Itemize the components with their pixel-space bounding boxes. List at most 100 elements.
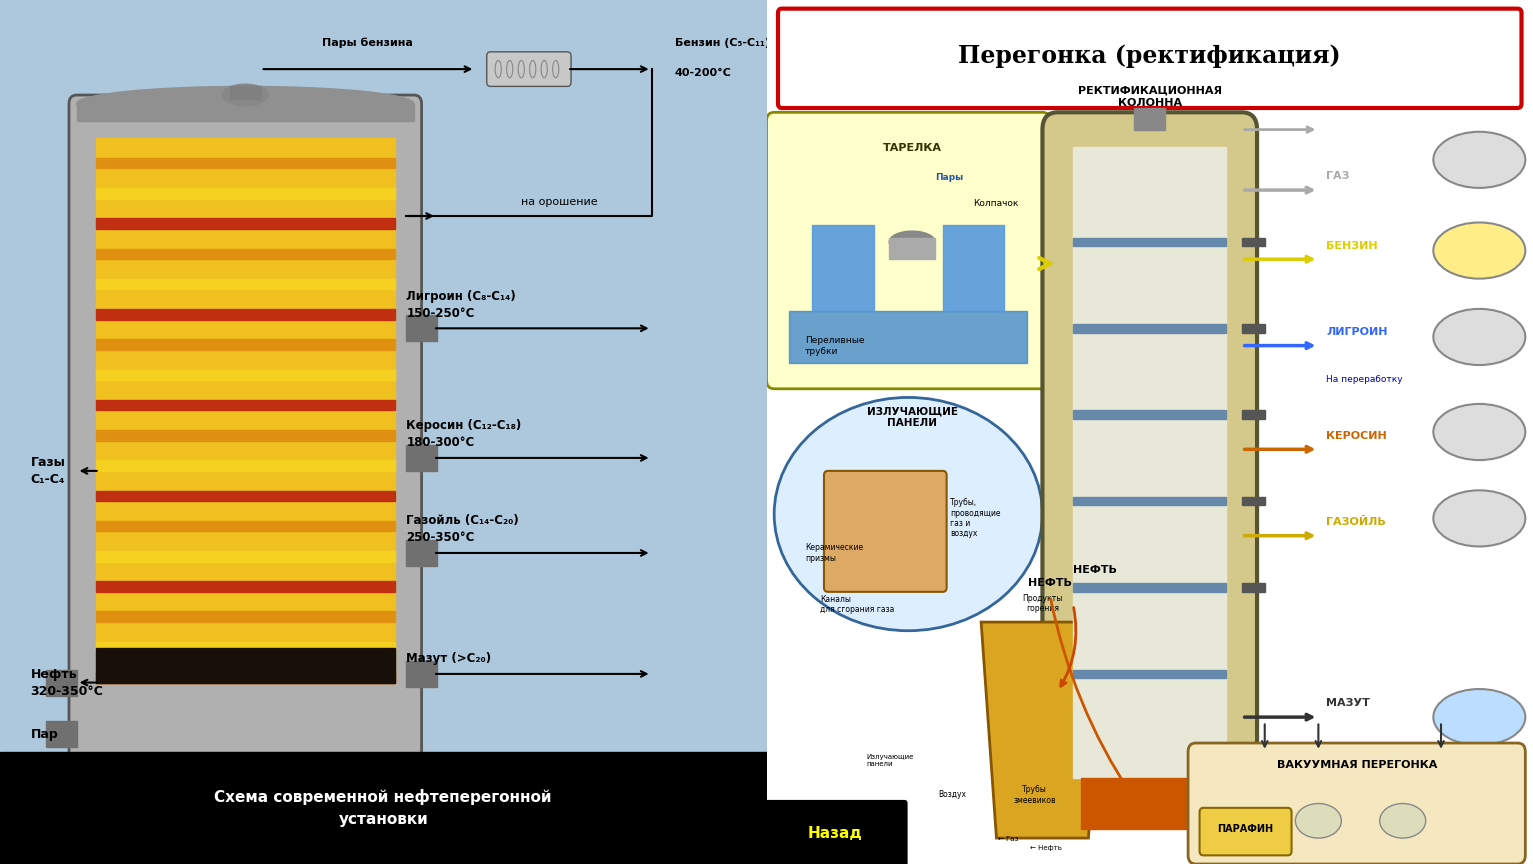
Bar bbox=[95, 400, 396, 410]
Text: Керосин (С₁₂-С₁₈)
180-300°С: Керосин (С₁₂-С₁₈) 180-300°С bbox=[406, 419, 521, 449]
Ellipse shape bbox=[1380, 804, 1426, 838]
Bar bbox=[95, 461, 396, 471]
Bar bbox=[789, 311, 1027, 363]
Text: ← Нефть: ← Нефть bbox=[1030, 845, 1062, 851]
Text: Продукты
горения: Продукты горения bbox=[1023, 594, 1062, 613]
Text: Колпачок: Колпачок bbox=[973, 199, 1019, 207]
Bar bbox=[406, 315, 437, 341]
Ellipse shape bbox=[774, 397, 1042, 631]
Text: ЛИГРОИН: ЛИГРОИН bbox=[1326, 327, 1387, 337]
Bar bbox=[95, 370, 396, 380]
Text: Керамические
призмы: Керамические призмы bbox=[805, 543, 863, 562]
FancyBboxPatch shape bbox=[69, 95, 422, 760]
Bar bbox=[1073, 410, 1226, 419]
Text: Излучающие
панели: Излучающие панели bbox=[866, 753, 914, 767]
Bar bbox=[1073, 670, 1226, 678]
Bar bbox=[1242, 324, 1265, 333]
Ellipse shape bbox=[1433, 689, 1525, 745]
Bar bbox=[1073, 583, 1226, 592]
Text: Пары бензина: Пары бензина bbox=[322, 37, 414, 48]
Text: ИЗЛУЧАЮЩИЕ
ПАНЕЛИ: ИЗЛУЧАЮЩИЕ ПАНЕЛИ bbox=[866, 406, 958, 429]
Bar bbox=[46, 721, 77, 747]
FancyBboxPatch shape bbox=[1199, 808, 1291, 855]
FancyBboxPatch shape bbox=[777, 9, 1521, 108]
Bar bbox=[230, 86, 261, 99]
Bar bbox=[46, 670, 77, 696]
Text: Нефть
320-350°С: Нефть 320-350°С bbox=[31, 668, 104, 697]
Ellipse shape bbox=[1295, 804, 1341, 838]
Ellipse shape bbox=[222, 85, 268, 105]
Text: Трубы
змеевиков: Трубы змеевиков bbox=[1013, 785, 1056, 804]
Bar bbox=[1073, 497, 1226, 505]
Ellipse shape bbox=[1433, 404, 1525, 460]
Ellipse shape bbox=[77, 86, 414, 121]
Bar bbox=[95, 581, 396, 592]
Bar bbox=[1242, 497, 1265, 505]
Bar bbox=[95, 188, 396, 199]
Bar bbox=[1073, 238, 1226, 246]
Bar bbox=[95, 521, 396, 531]
Bar bbox=[95, 279, 396, 289]
Text: Бензин (С₅-С₁₁): Бензин (С₅-С₁₁) bbox=[675, 37, 770, 48]
FancyBboxPatch shape bbox=[766, 112, 1050, 389]
Bar bbox=[889, 238, 935, 259]
Text: Пары: Пары bbox=[935, 173, 963, 181]
Bar bbox=[95, 158, 396, 168]
FancyBboxPatch shape bbox=[1042, 112, 1257, 812]
Ellipse shape bbox=[1433, 309, 1525, 365]
Bar bbox=[95, 219, 396, 229]
Text: Воздух: Воздух bbox=[1119, 791, 1147, 799]
Bar bbox=[1242, 583, 1265, 592]
Text: НЕФТЬ: НЕФТЬ bbox=[1073, 564, 1118, 575]
Bar bbox=[812, 225, 874, 311]
Text: 40-200°С: 40-200°С bbox=[675, 67, 731, 78]
Ellipse shape bbox=[1433, 223, 1525, 279]
Text: Газы
С₁-С₄: Газы С₁-С₄ bbox=[31, 456, 66, 486]
Text: ГАЗОЙЛЬ: ГАЗОЙЛЬ bbox=[1326, 517, 1386, 527]
Bar bbox=[1242, 410, 1265, 419]
FancyBboxPatch shape bbox=[763, 799, 908, 864]
Bar bbox=[77, 104, 414, 121]
Bar bbox=[95, 138, 396, 683]
FancyBboxPatch shape bbox=[1188, 743, 1525, 864]
Bar bbox=[1073, 324, 1226, 333]
Bar bbox=[95, 309, 396, 320]
Text: Трубы,
проводящие
газ и
воздух: Трубы, проводящие газ и воздух bbox=[950, 499, 1001, 538]
Text: Перегонка (ректификация): Перегонка (ректификация) bbox=[958, 44, 1341, 68]
Text: Схема современной нефтеперегонной
установки: Схема современной нефтеперегонной устано… bbox=[215, 789, 552, 827]
Text: Переливные
трубки: Переливные трубки bbox=[805, 335, 865, 356]
Bar bbox=[1073, 147, 1226, 778]
Text: ВАКУУМНАЯ ПЕРЕГОНКА: ВАКУУМНАЯ ПЕРЕГОНКА bbox=[1277, 760, 1436, 771]
Text: МАЗУТ: МАЗУТ bbox=[1326, 698, 1371, 708]
Bar bbox=[95, 551, 396, 562]
Bar bbox=[0, 752, 766, 864]
Text: КЕРОСИН: КЕРОСИН bbox=[1326, 430, 1387, 441]
Text: Пар: Пар bbox=[31, 727, 58, 741]
Text: НЕФТЬ: НЕФТЬ bbox=[1029, 577, 1072, 588]
Text: Назад: Назад bbox=[808, 826, 863, 842]
Text: ← Газ: ← Газ bbox=[998, 836, 1018, 842]
Bar bbox=[95, 430, 396, 441]
Bar bbox=[943, 225, 1004, 311]
Text: ГАЗ: ГАЗ bbox=[1326, 171, 1349, 181]
Bar bbox=[95, 491, 396, 501]
Text: Газойль (С₁₄-С₂₀)
250-350°С: Газойль (С₁₄-С₂₀) 250-350°С bbox=[406, 514, 520, 544]
Ellipse shape bbox=[1433, 132, 1525, 188]
Text: БЕНЗИН: БЕНЗИН bbox=[1326, 240, 1378, 251]
Ellipse shape bbox=[889, 232, 935, 252]
Text: ПАРАФИН: ПАРАФИН bbox=[1217, 824, 1274, 835]
Bar bbox=[95, 249, 396, 259]
FancyBboxPatch shape bbox=[825, 471, 947, 592]
Text: РЕКТИФИКАЦИОННАЯ
КОЛОННА: РЕКТИФИКАЦИОННАЯ КОЛОННА bbox=[1078, 86, 1222, 108]
Bar bbox=[95, 340, 396, 350]
Text: Каналы
для сгорания газа: Каналы для сгорания газа bbox=[820, 595, 895, 614]
Polygon shape bbox=[981, 622, 1104, 838]
Bar bbox=[1081, 778, 1196, 829]
Bar bbox=[406, 540, 437, 566]
Ellipse shape bbox=[1433, 491, 1525, 546]
FancyBboxPatch shape bbox=[487, 52, 570, 86]
Text: Лигроин (С₈-С₁₄)
150-250°С: Лигроин (С₈-С₁₄) 150-250°С bbox=[406, 289, 517, 320]
Bar bbox=[406, 661, 437, 687]
Bar bbox=[406, 445, 437, 471]
Bar bbox=[1134, 108, 1165, 130]
